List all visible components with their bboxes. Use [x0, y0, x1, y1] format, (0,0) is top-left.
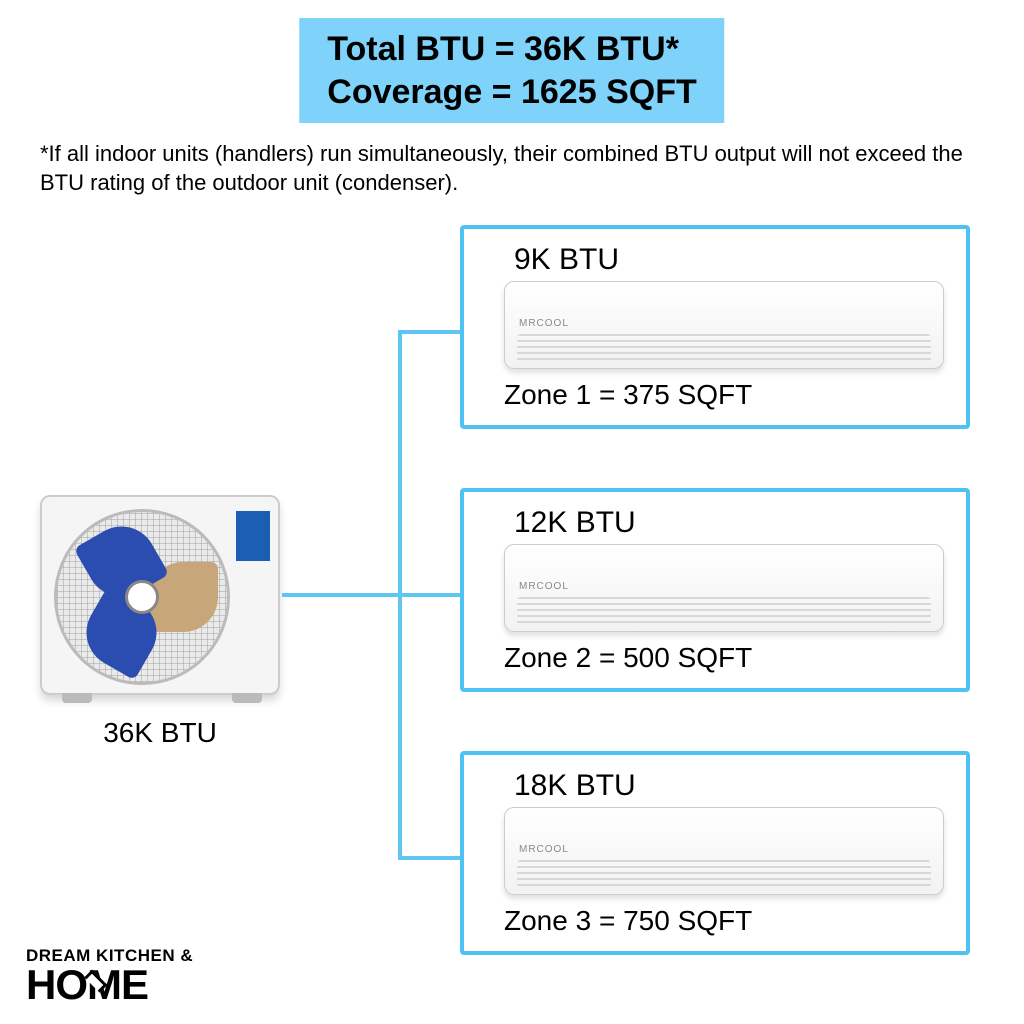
zone-btu-label: 9K BTU — [514, 243, 946, 277]
zone-coverage-label: Zone 3 = 750 SQFT — [504, 905, 946, 937]
zone-coverage-label: Zone 1 = 375 SQFT — [504, 379, 946, 411]
fan-blades-icon — [62, 517, 222, 677]
total-btu-text: Total BTU = 36K BTU* — [327, 28, 696, 71]
system-diagram: 36K BTU 9K BTU MRCOOL Zone 1 = 375 SQFT … — [0, 215, 1024, 935]
condenser-btu-label: 36K BTU — [40, 717, 280, 749]
unit-brand-text: MRCOOL — [519, 318, 569, 329]
summary-header: Total BTU = 36K BTU* Coverage = 1625 SQF… — [299, 18, 724, 123]
fan-grille-icon — [54, 509, 230, 685]
indoor-unit-icon: MRCOOL — [504, 544, 944, 632]
zone-card: 18K BTU MRCOOL Zone 3 = 750 SQFT — [460, 751, 970, 955]
outdoor-condenser: 36K BTU — [40, 495, 280, 749]
zone-coverage-label: Zone 2 = 500 SQFT — [504, 642, 946, 674]
indoor-unit-icon: MRCOOL — [504, 281, 944, 369]
connector-line — [398, 593, 462, 597]
logo-line2: HOME — [26, 966, 148, 1004]
coverage-text: Coverage = 1625 SQFT — [327, 71, 696, 114]
connector-line — [282, 593, 402, 597]
unit-brand-text: MRCOOL — [519, 581, 569, 592]
condenser-unit-icon — [40, 495, 280, 695]
connector-line — [398, 330, 462, 334]
disclaimer-text: *If all indoor units (handlers) run simu… — [40, 140, 984, 197]
connector-line — [398, 856, 462, 860]
zone-btu-label: 12K BTU — [514, 506, 946, 540]
brand-logo: DREAM KITCHEN & HOME — [26, 946, 193, 1004]
brand-panel-icon — [236, 511, 270, 561]
zone-card: 12K BTU MRCOOL Zone 2 = 500 SQFT — [460, 488, 970, 692]
zone-card: 9K BTU MRCOOL Zone 1 = 375 SQFT — [460, 225, 970, 429]
indoor-unit-icon: MRCOOL — [504, 807, 944, 895]
zone-btu-label: 18K BTU — [514, 769, 946, 803]
unit-brand-text: MRCOOL — [519, 844, 569, 855]
